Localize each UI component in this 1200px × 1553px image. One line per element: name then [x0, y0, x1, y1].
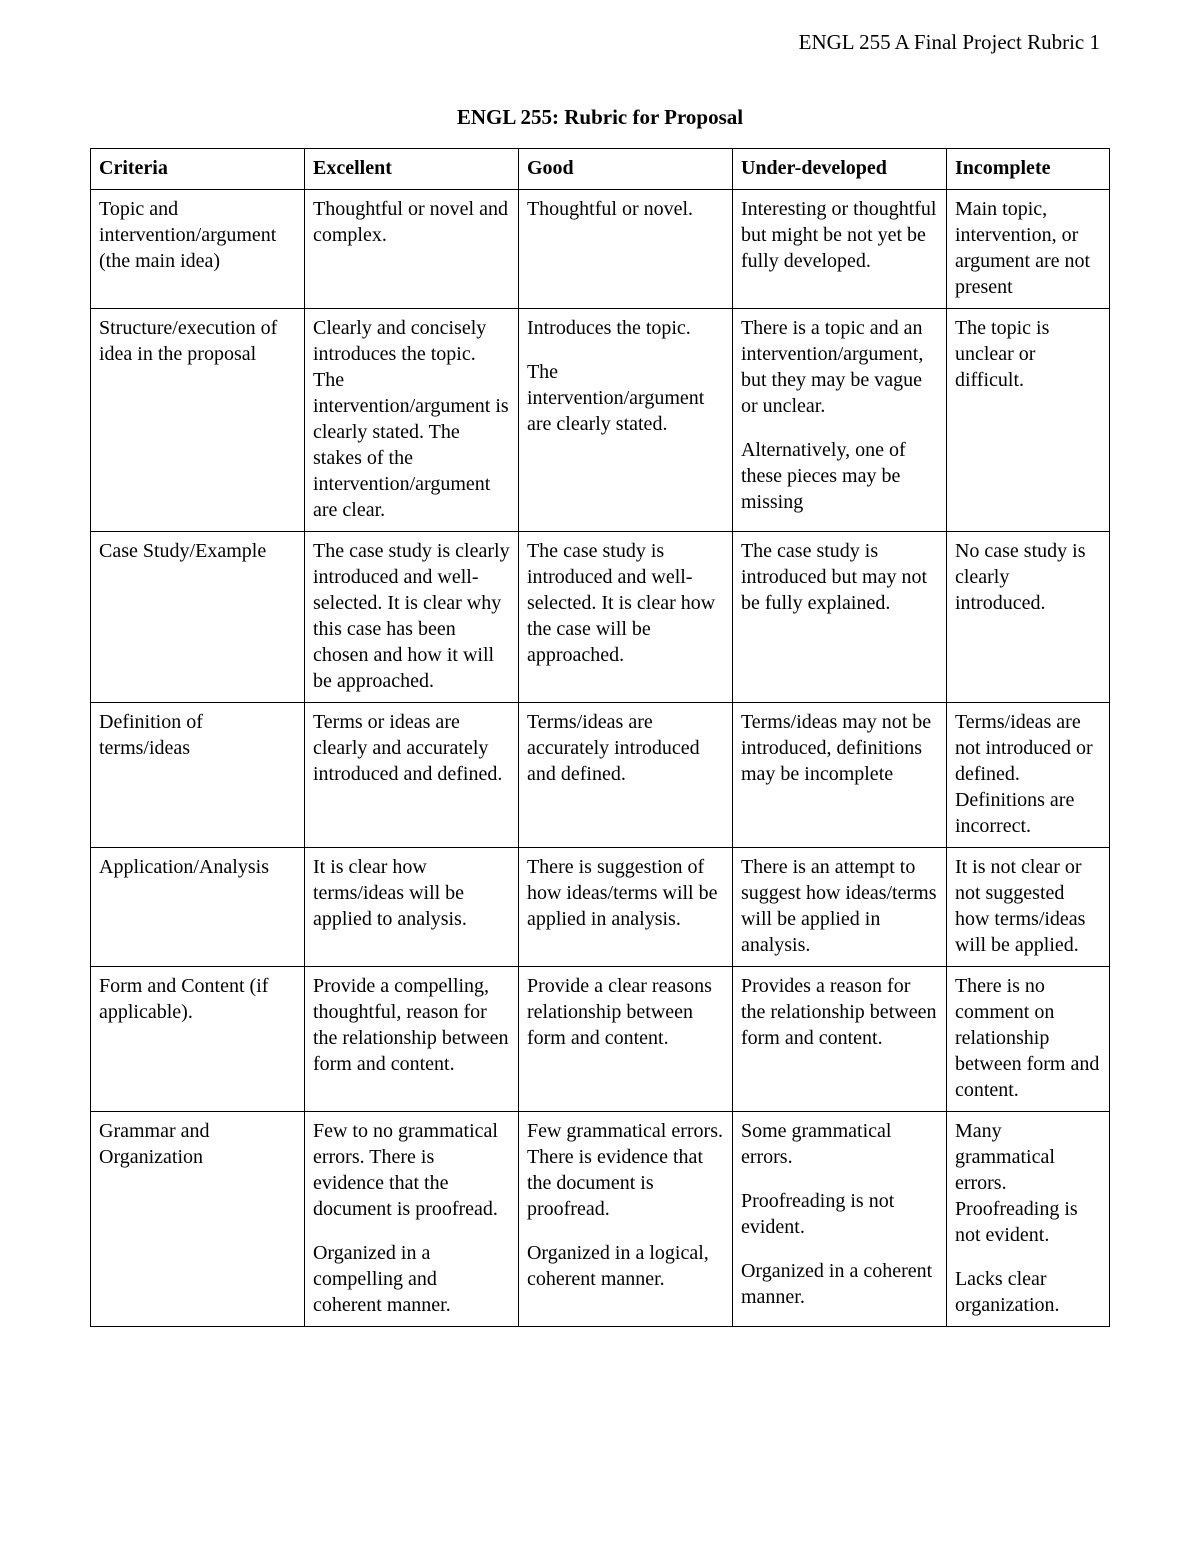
cell-good: Thoughtful or novel.: [518, 190, 732, 309]
cell-text: Proofreading is not evident.: [741, 1188, 938, 1240]
cell-text: Many grammatical errors. Proofreading is…: [955, 1118, 1101, 1248]
page: ENGL 255 A Final Project Rubric 1 ENGL 2…: [0, 0, 1200, 1553]
cell-text: Organized in a coherent manner.: [741, 1258, 938, 1310]
cell-text: Topic and intervention/argument (the mai…: [99, 196, 296, 274]
rubric-table: Criteria Excellent Good Under-developed …: [90, 148, 1110, 1327]
cell-text: Some grammatical errors.: [741, 1118, 938, 1170]
cell-good: Few grammatical errors. There is evidenc…: [518, 1112, 732, 1327]
cell-text: Thoughtful or novel and complex.: [313, 196, 510, 248]
cell-text: It is not clear or not suggested how ter…: [955, 854, 1101, 958]
cell-text: Thoughtful or novel.: [527, 196, 724, 222]
cell-text: Structure/execution of idea in the propo…: [99, 315, 296, 367]
cell-criteria: Structure/execution of idea in the propo…: [91, 309, 305, 532]
cell-text: Main topic, intervention, or argument ar…: [955, 196, 1101, 300]
cell-excellent: Terms or ideas are clearly and accuratel…: [304, 703, 518, 848]
col-excellent: Excellent: [304, 149, 518, 190]
col-under: Under-developed: [732, 149, 946, 190]
cell-incomplete: Terms/ideas are not introduced or define…: [946, 703, 1109, 848]
cell-incomplete: No case study is clearly introduced.: [946, 532, 1109, 703]
table-row: Topic and intervention/argument (the mai…: [91, 190, 1110, 309]
cell-good: There is suggestion of how ideas/terms w…: [518, 848, 732, 967]
cell-text: Organized in a logical, coherent manner.: [527, 1240, 724, 1292]
table-row: Case Study/Example The case study is clea…: [91, 532, 1110, 703]
cell-good: The case study is introduced and well-se…: [518, 532, 732, 703]
cell-excellent: Clearly and concisely introduces the top…: [304, 309, 518, 532]
table-row: Definition of terms/ideas Terms or ideas …: [91, 703, 1110, 848]
cell-text: There is suggestion of how ideas/terms w…: [527, 854, 724, 932]
cell-criteria: Grammar and Organization: [91, 1112, 305, 1327]
cell-criteria: Topic and intervention/argument (the mai…: [91, 190, 305, 309]
cell-text: There is a topic and an intervention/arg…: [741, 315, 938, 419]
cell-text: Provide a clear reasons relationship bet…: [527, 973, 724, 1051]
cell-criteria: Case Study/Example: [91, 532, 305, 703]
cell-text: The case study is introduced but may not…: [741, 538, 938, 616]
cell-text: The case study is introduced and well-se…: [527, 538, 724, 668]
cell-text: Few grammatical errors. There is evidenc…: [527, 1118, 724, 1222]
cell-incomplete: Many grammatical errors. Proofreading is…: [946, 1112, 1109, 1327]
cell-text: Introduces the topic.: [527, 315, 724, 341]
table-header-row: Criteria Excellent Good Under-developed …: [91, 149, 1110, 190]
document-title: ENGL 255: Rubric for Proposal: [90, 105, 1110, 130]
cell-text: Terms or ideas are clearly and accuratel…: [313, 709, 510, 787]
cell-good: Terms/ideas are accurately introduced an…: [518, 703, 732, 848]
cell-text: It is clear how terms/ideas will be appl…: [313, 854, 510, 932]
cell-text: The intervention/argument are clearly st…: [527, 359, 724, 437]
cell-incomplete: It is not clear or not suggested how ter…: [946, 848, 1109, 967]
cell-excellent: It is clear how terms/ideas will be appl…: [304, 848, 518, 967]
cell-under: Provides a reason for the relationship b…: [732, 967, 946, 1112]
table-row: Form and Content (if applicable). Provide…: [91, 967, 1110, 1112]
running-header: ENGL 255 A Final Project Rubric 1: [90, 30, 1110, 55]
cell-incomplete: There is no comment on relationship betw…: [946, 967, 1109, 1112]
table-row: Structure/execution of idea in the propo…: [91, 309, 1110, 532]
cell-under: Terms/ideas may not be introduced, defin…: [732, 703, 946, 848]
cell-excellent: Provide a compelling, thoughtful, reason…: [304, 967, 518, 1112]
cell-under: There is an attempt to suggest how ideas…: [732, 848, 946, 967]
cell-text: Few to no grammatical errors. There is e…: [313, 1118, 510, 1222]
table-row: Grammar and Organization Few to no gramma…: [91, 1112, 1110, 1327]
col-good: Good: [518, 149, 732, 190]
cell-criteria: Application/Analysis: [91, 848, 305, 967]
cell-text: The topic is unclear or difficult.: [955, 315, 1101, 393]
cell-text: Provides a reason for the relationship b…: [741, 973, 938, 1051]
cell-text: Application/Analysis: [99, 854, 296, 880]
cell-good: Introduces the topic. The intervention/ar…: [518, 309, 732, 532]
cell-incomplete: Main topic, intervention, or argument ar…: [946, 190, 1109, 309]
cell-text: There is no comment on relationship betw…: [955, 973, 1101, 1103]
cell-excellent: Few to no grammatical errors. There is e…: [304, 1112, 518, 1327]
col-incomplete: Incomplete: [946, 149, 1109, 190]
col-criteria: Criteria: [91, 149, 305, 190]
cell-text: Case Study/Example: [99, 538, 296, 564]
cell-text: Organized in a compelling and coherent m…: [313, 1240, 510, 1318]
cell-excellent: The case study is clearly introduced and…: [304, 532, 518, 703]
cell-text: Definition of terms/ideas: [99, 709, 296, 761]
cell-text: There is an attempt to suggest how ideas…: [741, 854, 938, 958]
cell-text: Interesting or thoughtful but might be n…: [741, 196, 938, 274]
cell-text: No case study is clearly introduced.: [955, 538, 1101, 616]
cell-under: The case study is introduced but may not…: [732, 532, 946, 703]
cell-incomplete: The topic is unclear or difficult.: [946, 309, 1109, 532]
cell-text: Terms/ideas are accurately introduced an…: [527, 709, 724, 787]
cell-under: Interesting or thoughtful but might be n…: [732, 190, 946, 309]
cell-text: Alternatively, one of these pieces may b…: [741, 437, 938, 515]
cell-text: Terms/ideas may not be introduced, defin…: [741, 709, 938, 787]
cell-excellent: Thoughtful or novel and complex.: [304, 190, 518, 309]
cell-good: Provide a clear reasons relationship bet…: [518, 967, 732, 1112]
cell-text: Terms/ideas are not introduced or define…: [955, 709, 1101, 839]
cell-text: The case study is clearly introduced and…: [313, 538, 510, 694]
cell-text: Form and Content (if applicable).: [99, 973, 296, 1025]
table-body: Topic and intervention/argument (the mai…: [91, 190, 1110, 1327]
cell-text: Provide a compelling, thoughtful, reason…: [313, 973, 510, 1077]
cell-under: Some grammatical errors. Proofreading is …: [732, 1112, 946, 1327]
table-row: Application/Analysis It is clear how term…: [91, 848, 1110, 967]
cell-text: Grammar and Organization: [99, 1118, 296, 1170]
cell-criteria: Definition of terms/ideas: [91, 703, 305, 848]
cell-criteria: Form and Content (if applicable).: [91, 967, 305, 1112]
cell-under: There is a topic and an intervention/arg…: [732, 309, 946, 532]
cell-text: Lacks clear organization.: [955, 1266, 1101, 1318]
cell-text: Clearly and concisely introduces the top…: [313, 315, 510, 523]
